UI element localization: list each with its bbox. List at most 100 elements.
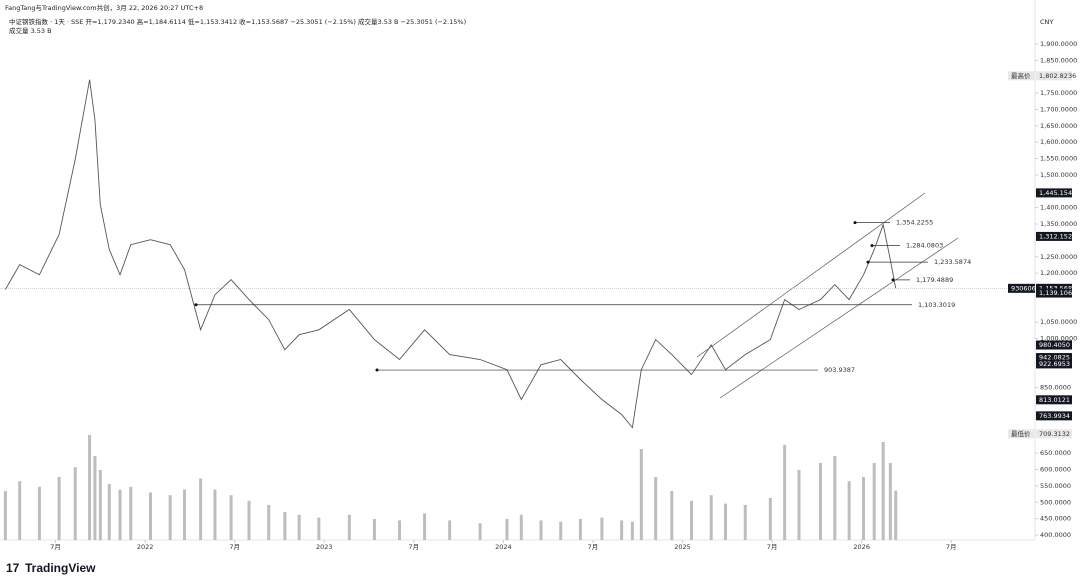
y-tick-label: 1,750.0000 bbox=[1040, 89, 1077, 97]
x-tick-label: 2024 bbox=[495, 543, 512, 551]
volume-bar bbox=[183, 489, 187, 540]
y-tick-label: 1,650.0000 bbox=[1040, 122, 1077, 130]
volume-bar bbox=[654, 477, 658, 540]
y-tick-label: 1,600.0000 bbox=[1040, 138, 1077, 146]
level-anchor bbox=[866, 260, 870, 264]
volume-bar bbox=[148, 492, 152, 540]
volume-bar bbox=[888, 463, 892, 540]
volume-bar bbox=[709, 495, 713, 540]
price-badge bbox=[1036, 353, 1072, 363]
volume-bar bbox=[872, 463, 876, 540]
volume-bar bbox=[57, 477, 61, 540]
volume-bar bbox=[620, 520, 624, 540]
price-badge bbox=[1036, 283, 1072, 293]
price-badge bbox=[1036, 71, 1072, 81]
y-tick-label: 600.0000 bbox=[1040, 466, 1071, 474]
x-tick-label: 2026 bbox=[853, 543, 870, 551]
y-tick-label: 1,250.0000 bbox=[1040, 253, 1077, 261]
volume-bar bbox=[818, 463, 822, 540]
price-badge-label: 1,153.5687 bbox=[1039, 284, 1076, 292]
y-tick-label: 500.0000 bbox=[1040, 498, 1071, 506]
price-badge-tag bbox=[1008, 429, 1035, 439]
volume-bar bbox=[768, 498, 772, 540]
price-badge-label: 813.0121 bbox=[1039, 396, 1070, 404]
volume-bar bbox=[639, 449, 643, 540]
volume-bar bbox=[98, 470, 102, 540]
level-anchor bbox=[870, 244, 874, 248]
price-badge bbox=[1036, 288, 1072, 298]
level-label: 903.9387 bbox=[824, 366, 855, 374]
price-badge bbox=[1036, 395, 1072, 405]
x-tick-label: 7月 bbox=[588, 543, 599, 551]
level-anchor bbox=[891, 278, 895, 282]
volume-bar bbox=[743, 505, 747, 540]
volume-bar bbox=[372, 519, 376, 540]
attribution: FangTang与TradingView.com共创，3月 22, 2026 2… bbox=[5, 3, 203, 12]
y-tick-label: 1,050.0000 bbox=[1040, 318, 1077, 326]
volume-bar bbox=[630, 521, 634, 540]
volume-bar bbox=[689, 500, 693, 540]
volume-bar bbox=[229, 495, 233, 540]
logo-mark: 17 bbox=[6, 561, 20, 575]
level-anchor bbox=[853, 221, 857, 225]
price-badge-label: 763.9934 bbox=[1039, 412, 1070, 420]
channel-upper bbox=[696, 192, 926, 358]
y-tick-label: 1,550.0000 bbox=[1040, 155, 1077, 163]
price-badge-tag-label: 最高价 bbox=[1011, 71, 1031, 80]
volume-bar bbox=[519, 514, 523, 540]
y-tick-label: 850.0000 bbox=[1040, 384, 1071, 392]
x-tick-label: 2023 bbox=[316, 543, 333, 551]
volume-bar bbox=[199, 478, 203, 540]
volume-bar bbox=[317, 517, 321, 540]
y-tick-label: 550.0000 bbox=[1040, 482, 1071, 490]
level-label: 1,354.2255 bbox=[896, 219, 933, 227]
volume-bar bbox=[724, 503, 728, 540]
x-tick-label: 7月 bbox=[767, 543, 778, 551]
price-badge-tag bbox=[1008, 71, 1035, 81]
y-tick-label: 1,200.0000 bbox=[1040, 269, 1077, 277]
x-tick-label: 7月 bbox=[229, 543, 240, 551]
volume-bar bbox=[88, 435, 92, 540]
price-badge-tag-label: 最低价 bbox=[1011, 429, 1031, 438]
volume-bar bbox=[18, 481, 22, 540]
volume-bar bbox=[247, 500, 251, 540]
y-tick-label: 1,350.0000 bbox=[1040, 220, 1077, 228]
volume-bar bbox=[833, 456, 837, 540]
volume-bar bbox=[881, 442, 885, 540]
level-anchor bbox=[375, 368, 379, 372]
y-tick-label: 1,500.0000 bbox=[1040, 171, 1077, 179]
price-badge-label: 1,802.8236 bbox=[1039, 72, 1076, 80]
price-badge bbox=[1036, 188, 1072, 198]
volume-bar bbox=[118, 489, 122, 540]
volume-bar bbox=[213, 489, 217, 540]
volume-bar bbox=[347, 514, 351, 540]
volume-bar bbox=[578, 519, 582, 540]
y-tick-label: 450.0000 bbox=[1040, 515, 1071, 523]
x-tick-label: 2022 bbox=[137, 543, 154, 551]
price-badge bbox=[1036, 359, 1072, 369]
symbol-legend: 中证钢铁指数 · 1天 · SSE 开=1,179.2340 高=1,184.6… bbox=[9, 17, 466, 26]
currency: CNY bbox=[1040, 18, 1053, 26]
volume-bar bbox=[168, 495, 172, 540]
x-tick-label: 7月 bbox=[50, 543, 61, 551]
y-tick-label: 1,850.0000 bbox=[1040, 56, 1077, 64]
price-badge-label: 1,445.1544 bbox=[1039, 189, 1076, 197]
price-badge-tag bbox=[1008, 283, 1035, 293]
price-badge-label: 1,139.1069 bbox=[1039, 289, 1076, 297]
volume-bar bbox=[37, 486, 41, 540]
volume-bar bbox=[861, 477, 865, 540]
volume-bar bbox=[423, 513, 427, 540]
volume-bar bbox=[797, 470, 801, 540]
volume-bar bbox=[783, 444, 787, 540]
level-anchor bbox=[194, 303, 198, 307]
price-badge bbox=[1036, 340, 1072, 350]
volume-bar bbox=[847, 481, 851, 540]
y-tick-label: 1,700.0000 bbox=[1040, 105, 1077, 113]
volume-bar bbox=[73, 467, 77, 540]
volume-bar bbox=[267, 505, 271, 540]
price-badge-label: 709.3132 bbox=[1039, 430, 1070, 438]
y-tick-label: 1,400.0000 bbox=[1040, 204, 1077, 212]
price-badge bbox=[1036, 429, 1072, 439]
logo-text: TradingView bbox=[25, 561, 96, 575]
